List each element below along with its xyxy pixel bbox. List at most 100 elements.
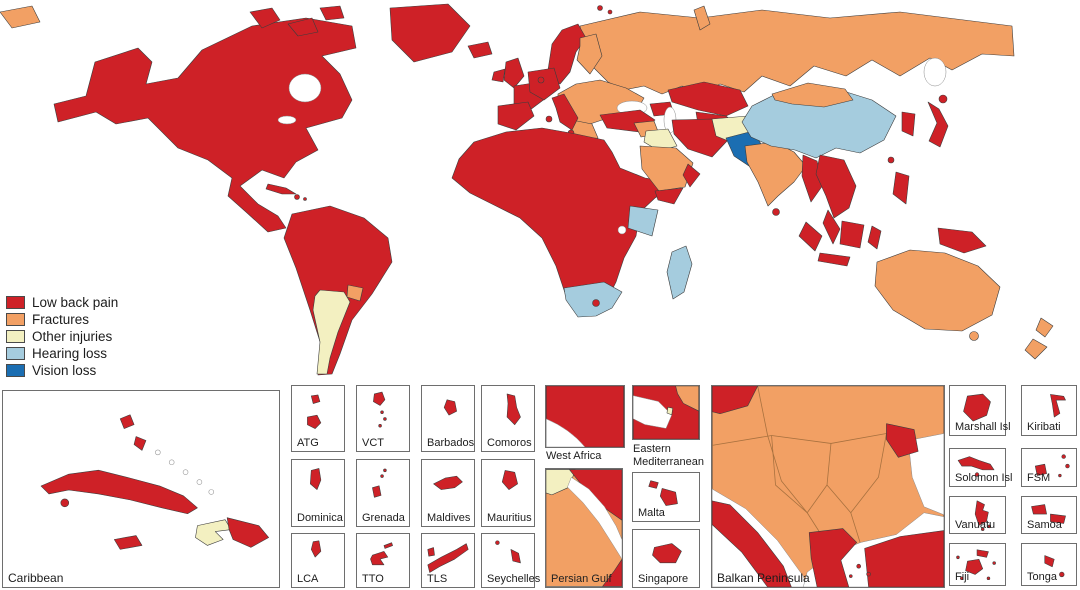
balkan-country-borders	[712, 386, 887, 545]
inset-label-caribbean: Caribbean	[8, 571, 64, 585]
inset-tto: TTO	[356, 533, 410, 588]
legend-label: Hearing loss	[32, 346, 108, 361]
inset-tonga: Tonga	[1021, 543, 1077, 586]
inset-kiribati: Kiribati	[1021, 385, 1077, 436]
inset-label-lca: LCA	[297, 573, 319, 585]
country-greenland	[389, 3, 471, 63]
bahamas-chain	[119, 414, 215, 495]
world-map	[0, 3, 1054, 376]
hokkaido	[938, 94, 948, 104]
country-yemen	[654, 187, 684, 205]
inset-barbados: Barbados	[421, 385, 475, 452]
inset-label-fsm: FSM	[1027, 472, 1051, 484]
caribbean-inset-map	[40, 414, 269, 550]
inset-label-samoa: Samoa	[1027, 519, 1062, 531]
black-sea-inset	[907, 433, 944, 515]
country-oman-inset	[602, 558, 622, 587]
country-austria-inset	[712, 386, 758, 415]
region-africa	[451, 127, 679, 317]
inset-seychelles: Seychelles	[481, 533, 540, 588]
canadian-arctic-islands	[249, 5, 345, 37]
country-uk	[503, 57, 525, 89]
country-kazakhstan	[667, 81, 749, 117]
country-syria-inset	[675, 386, 699, 412]
inset-samoa: Samoa	[1021, 496, 1077, 534]
persian-gulf-sea	[567, 477, 622, 560]
inset-lca: LCA	[291, 533, 345, 588]
inset-label-seychelles: Seychelles	[487, 573, 541, 585]
inset-label-singapore: Singapore	[638, 573, 689, 585]
inset-fiji: Fiji	[949, 543, 1006, 586]
legend-item-vision-loss: Vision loss	[6, 362, 118, 379]
legend-swatch-fractures	[6, 313, 25, 326]
region-iberia	[497, 101, 535, 131]
legend-swatch-low-back-pain	[6, 296, 25, 309]
aegean-islands	[848, 563, 871, 578]
country-oman	[682, 163, 701, 188]
inset-label-atg: ATG	[297, 437, 319, 449]
hudson-bay	[288, 73, 322, 103]
inset-singapore: Singapore	[632, 529, 700, 588]
inset-label-kiribati: Kiribati	[1027, 421, 1061, 433]
country-turkey-inset	[864, 530, 944, 587]
country-south-africa	[563, 281, 623, 318]
country-sri-lanka	[772, 208, 780, 216]
inset-malta: Malta	[632, 472, 700, 522]
legend-item-fractures: Fractures	[6, 311, 118, 328]
inset-label-vanuatu: Vanuatu	[955, 519, 996, 531]
legend: Low back pain Fractures Other injuries H…	[6, 294, 118, 379]
country-lesotho	[592, 299, 600, 307]
country-jamaica	[113, 535, 143, 550]
country-saudi-arabia	[639, 145, 694, 192]
country-cuba	[40, 469, 198, 515]
inset-vct: VCT	[356, 385, 410, 452]
inset-label-persian-gulf: Persian Gulf	[551, 573, 612, 585]
inset-dominica: Dominica	[291, 459, 345, 527]
inset-persian-gulf: Persian Gulf	[545, 468, 623, 588]
country-mongolia	[771, 82, 854, 108]
country-new-zealand	[1024, 317, 1054, 360]
inset-label-fiji: Fiji	[955, 571, 970, 583]
legend-swatch-vision-loss	[6, 364, 25, 377]
country-russia	[579, 9, 1015, 95]
country-taiwan	[887, 156, 895, 164]
legend-item-hearing-loss: Hearing loss	[6, 345, 118, 362]
inset-label-grenada: Grenada	[362, 512, 405, 524]
isle-of-youth	[60, 498, 70, 508]
country-russia-wrap	[0, 5, 41, 29]
country-argentina	[312, 289, 351, 375]
inset-label-comoros: Comoros	[487, 437, 532, 449]
legend-label: Vision loss	[32, 363, 97, 378]
inset-marshall-isl: Marshall Isl	[949, 385, 1011, 436]
country-madagascar	[666, 245, 693, 300]
inset-label-tto: TTO	[362, 573, 384, 585]
inset-label-mauritius: Mauritius	[487, 512, 532, 524]
atlantic-ocean	[546, 418, 586, 447]
region-indochina	[815, 154, 857, 219]
legend-label: Low back pain	[32, 295, 119, 310]
inset-label-tonga: Tonga	[1027, 571, 1057, 583]
inset-label-dominica: Dominica	[297, 512, 343, 524]
lake-victoria	[617, 225, 627, 235]
legend-swatch-hearing-loss	[6, 347, 25, 360]
region-north-america	[53, 17, 357, 233]
indonesia	[798, 220, 987, 267]
inset-solomon-isl: Solomon Isl	[949, 448, 1012, 487]
inset-label-balkan: Balkan Peninsula	[717, 571, 810, 585]
region-malay-peninsula	[822, 209, 841, 245]
legend-swatch-other-injuries	[6, 330, 25, 343]
novaya-zemlya	[693, 5, 711, 31]
mediterranean-sea	[633, 395, 673, 429]
inset-fsm: FSM	[1021, 448, 1077, 487]
inset-label-solomon-isl: Solomon Isl	[955, 472, 1013, 484]
country-kenya	[627, 205, 659, 237]
country-australia	[874, 249, 1001, 332]
country-greece-inset	[808, 528, 858, 587]
inset-maldives: Maldives	[421, 459, 475, 527]
inset-caribbean: Caribbean	[2, 390, 280, 588]
sea-of-okhotsk	[923, 57, 947, 87]
country-dominican-republic	[226, 517, 269, 548]
inset-label-eastern-mediterranean: Eastern Mediterranean	[633, 443, 704, 468]
country-iceland	[467, 41, 493, 59]
